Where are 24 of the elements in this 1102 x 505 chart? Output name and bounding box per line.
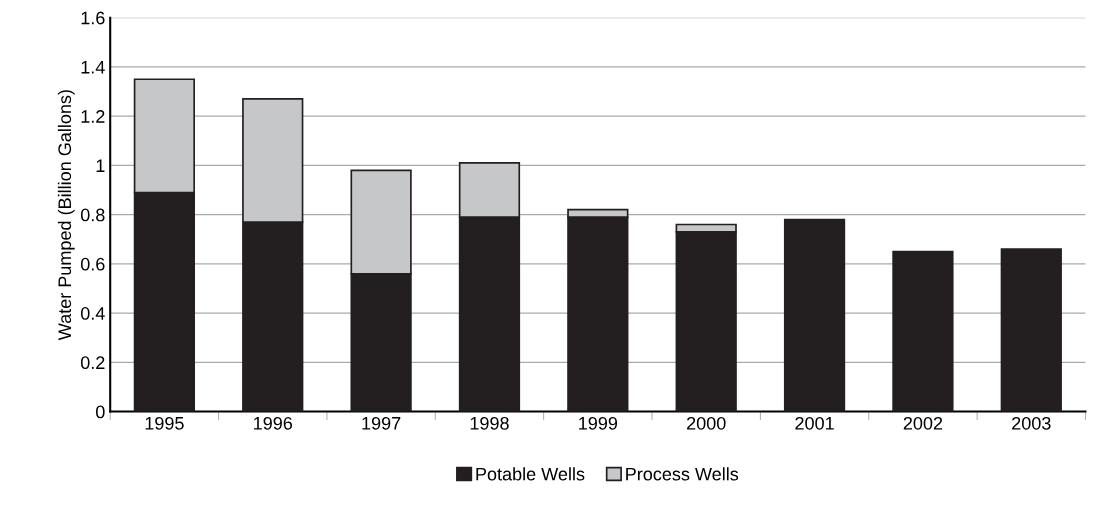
y-tick-label: 0.6: [80, 257, 105, 271]
legend-label: Process Wells: [626, 467, 739, 481]
y-axis-title: Water Pumped (Billion Gallons): [57, 90, 75, 341]
x-tick-label: 2001: [795, 416, 834, 430]
x-tick-label: 1996: [254, 416, 293, 430]
x-tick-label: 1999: [579, 416, 618, 430]
y-tick-label: 0.2: [80, 356, 105, 370]
y-tick-label: 0.8: [80, 208, 105, 222]
y-tick-label: 1: [96, 159, 105, 172]
y-tick-label: 1.2: [81, 110, 105, 123]
bar: [1000, 248, 1062, 412]
bar: [892, 250, 954, 412]
x-tick-label: 1995: [145, 416, 184, 430]
legend-label: Potable Wells: [476, 467, 585, 481]
y-tick-label: 1.4: [81, 61, 105, 74]
y-tick-label: 1.6: [81, 11, 105, 25]
x-tick-label: 2002: [903, 416, 943, 430]
x-tick-label: 2003: [1012, 416, 1051, 430]
x-tick-label: 2000: [687, 416, 726, 430]
x-tick-label: 1997: [362, 416, 401, 430]
bar: [783, 218, 846, 412]
y-tick-label: 0.4: [80, 307, 105, 320]
x-tick-label: 1998: [470, 416, 509, 430]
y-tick-label: 0: [96, 405, 105, 419]
